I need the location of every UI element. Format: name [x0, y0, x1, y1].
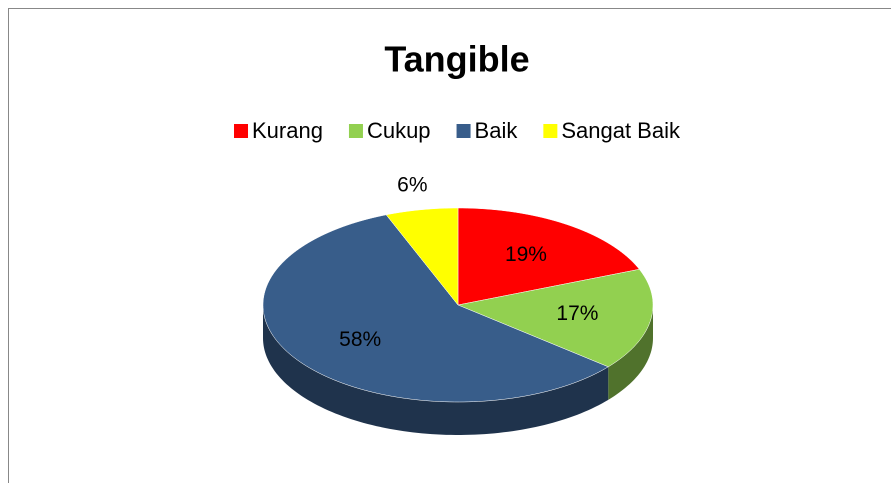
chart-title: Tangible: [384, 39, 529, 80]
legend-label: Baik: [475, 118, 519, 143]
slice: [457, 207, 640, 306]
slice: [457, 269, 654, 368]
legend-swatch: [348, 124, 363, 138]
slice-side: [263, 305, 609, 435]
slice: [262, 214, 609, 403]
data-label: 17%: [556, 302, 598, 325]
data-label: 19%: [505, 243, 547, 266]
legend-swatch: [456, 124, 471, 138]
slice-side: [608, 305, 653, 400]
slice: [385, 207, 459, 306]
data-label: 6%: [397, 173, 427, 196]
legend-label: Cukup: [367, 118, 431, 143]
legend-swatch: [543, 124, 558, 138]
legend-swatch: [234, 124, 249, 138]
legend-label: Sangat Baik: [561, 118, 681, 143]
legend-label: Kurang: [252, 118, 323, 143]
data-label: 58%: [339, 328, 381, 351]
